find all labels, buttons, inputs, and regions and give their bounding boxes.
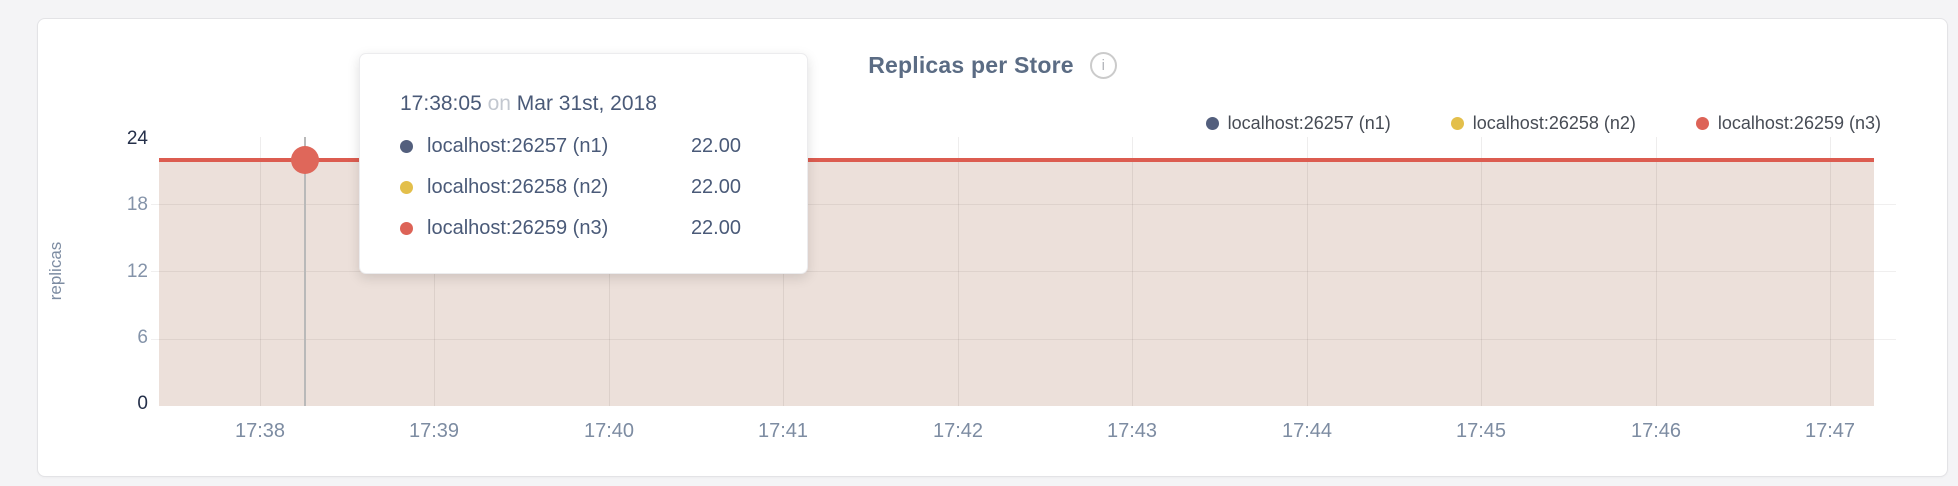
gridline-v-1744 [1307,137,1308,406]
tooltip-series-value: 22.00 [690,176,741,198]
x-tick-1739: 17:39 [408,420,460,442]
series-dot-icon [400,140,413,153]
y-axis-title: replicas [46,241,65,301]
gridline-h-18 [151,204,1896,205]
legend-label: localhost:26258 (n2) [1472,112,1636,133]
legend-item-n1[interactable]: localhost:26257 (n1) [1205,112,1391,134]
x-tick-1745: 17:45 [1455,420,1507,442]
x-tick-1744: 17:44 [1281,420,1333,442]
gridline-v-1743 [1132,137,1133,406]
tooltip-series-label: localhost:26258 (n2) [427,176,609,198]
legend-item-n2[interactable]: localhost:26258 (n2) [1450,112,1636,134]
tooltip-timestamp: 17:38:05 on Mar 31st, 2018 [400,92,741,116]
gridline-v-1746 [1656,137,1657,406]
info-icon[interactable]: i [1089,51,1117,79]
tooltip-row-n1: localhost:26257 (n1) 22.00 [400,126,741,167]
tooltip-preposition: on [487,92,511,115]
y-tick-18: 18 [126,194,148,215]
tooltip-time: 17:38:05 [400,92,482,115]
y-tick-0: 0 [137,393,148,414]
hover-point-icon [291,146,319,174]
x-tick-1743: 17:43 [1106,420,1158,442]
legend-label: localhost:26257 (n1) [1227,112,1391,133]
gridline-v-1745 [1481,137,1482,406]
y-tick-24: 24 [126,128,148,149]
chart-title: Replicas per Store [868,51,1074,78]
chart-card: Replicas per Store i localhost:26257 (n1… [37,18,1948,477]
x-tick-1738: 17:38 [234,420,286,442]
gridline-h-6 [151,339,1896,340]
series-dot-icon [400,181,413,194]
x-tick-1747: 17:47 [1804,420,1856,442]
tooltip-series-value: 22.00 [690,217,741,239]
gridline-h-12 [151,271,1896,272]
tooltip-date: Mar 31st, 2018 [516,92,657,115]
x-tick-1742: 17:42 [932,420,984,442]
tooltip-series-label: localhost:26259 (n3) [427,217,609,239]
chart-header: Replicas per Store i [38,49,1947,81]
hover-tooltip: 17:38:05 on Mar 31st, 2018 localhost:262… [359,53,808,274]
tooltip-row-n2: localhost:26258 (n2) 22.00 [400,167,741,208]
chart-legend: localhost:26257 (n1) localhost:26258 (n2… [1205,111,1881,135]
hover-guideline [304,137,306,406]
series-dot-icon [400,222,413,235]
y-tick-12: 12 [126,261,148,282]
gridline-v-1747 [1830,137,1831,406]
tooltip-row-n3: localhost:26259 (n3) 22.00 [400,208,741,249]
x-tick-1740: 17:40 [583,420,635,442]
legend-item-n3[interactable]: localhost:26259 (n3) [1695,112,1881,134]
x-tick-1746: 17:46 [1630,420,1682,442]
gridline-v-1742 [958,137,959,406]
y-tick-6: 6 [137,327,148,348]
gridline-v-1738 [260,137,261,406]
tooltip-series-label: localhost:26257 (n1) [427,135,609,157]
series-dot-icon [1695,116,1709,130]
series-line-22 [159,158,1874,162]
series-dot-icon [1205,116,1219,130]
legend-label: localhost:26259 (n3) [1717,112,1881,133]
tooltip-series-value: 22.00 [690,135,741,157]
series-dot-icon [1450,116,1464,130]
x-tick-1741: 17:41 [757,420,809,442]
